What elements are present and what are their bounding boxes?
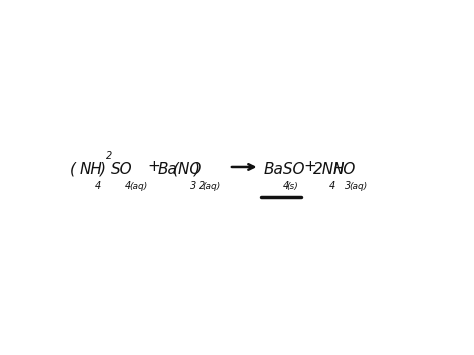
Text: +: +: [303, 159, 316, 174]
Text: 4: 4: [283, 181, 289, 191]
Text: (aq): (aq): [129, 182, 147, 191]
Text: 2NH: 2NH: [313, 162, 346, 177]
Text: 2: 2: [199, 181, 205, 191]
Text: 4: 4: [95, 181, 101, 191]
Text: ): ): [194, 162, 200, 177]
Text: (NO: (NO: [173, 162, 202, 177]
Text: 4: 4: [125, 181, 131, 191]
Text: BaSO: BaSO: [263, 162, 305, 177]
Text: NH: NH: [80, 162, 102, 177]
Text: SO: SO: [110, 162, 132, 177]
Text: (aq): (aq): [349, 182, 367, 191]
Text: 3: 3: [345, 181, 351, 191]
Text: NO: NO: [333, 162, 356, 177]
Text: 4: 4: [329, 181, 336, 191]
Text: (aq): (aq): [202, 182, 221, 191]
Text: 3: 3: [190, 181, 196, 191]
Text: Ba: Ba: [158, 162, 178, 177]
Text: +: +: [147, 159, 160, 174]
Text: (: (: [70, 162, 76, 177]
Text: 2: 2: [106, 151, 112, 161]
Text: (s): (s): [287, 182, 299, 191]
Text: ): ): [100, 162, 106, 177]
